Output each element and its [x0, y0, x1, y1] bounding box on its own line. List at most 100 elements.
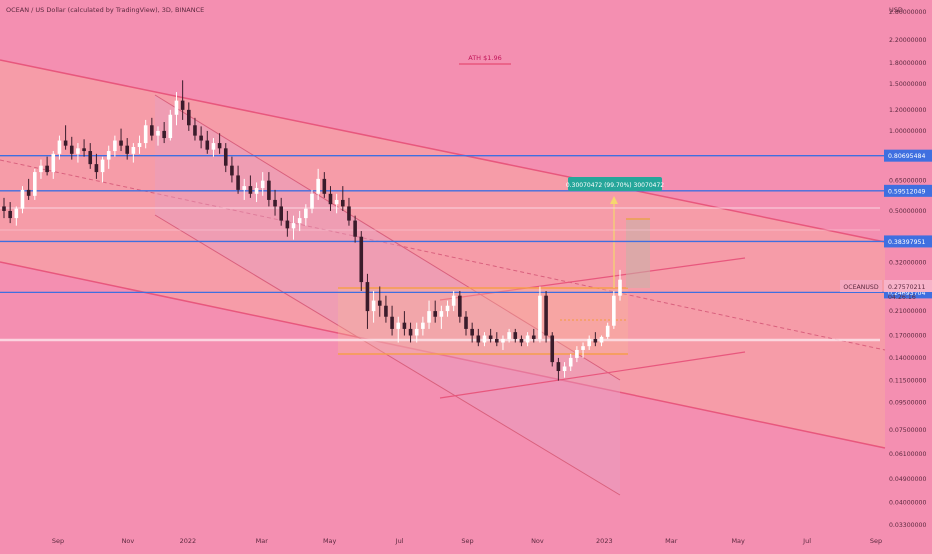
candle-body	[100, 159, 105, 173]
price-tick-label: 2.20000000	[889, 37, 926, 44]
candle-body	[347, 206, 351, 221]
candle-body	[156, 130, 160, 136]
price-axis[interactable]: USD 2.80000000 2.20000000 1.80000000 1.5000…	[889, 6, 926, 529]
price-tick-label: 0.04900000	[889, 476, 926, 483]
candle-body	[199, 135, 203, 141]
candle-body	[106, 151, 111, 160]
candle-body	[119, 140, 123, 146]
candle-body	[310, 193, 314, 209]
candle-body	[211, 143, 216, 150]
candle-body	[495, 338, 499, 343]
candle-body	[550, 335, 555, 363]
candle-body	[285, 220, 290, 229]
candle-body	[328, 193, 333, 205]
level-price-tag	[884, 184, 932, 197]
level-price-tag	[884, 235, 932, 248]
time-tick-label: Sep	[52, 537, 64, 545]
level-price-label: 0.38397951	[888, 239, 925, 246]
candle-body	[88, 151, 93, 165]
price-tick-label: 0.07500000	[889, 427, 926, 434]
candle-body	[260, 180, 265, 188]
target-box	[626, 218, 650, 288]
candle-body	[33, 172, 37, 196]
price-tick-label: 0.21000000	[889, 308, 926, 315]
price-tick-label: 1.00000000	[889, 128, 926, 135]
candle-body	[236, 175, 240, 190]
countdown-label: 04:26:16	[888, 294, 916, 301]
price-tick-label: 0.06100000	[889, 451, 926, 458]
candle-body	[476, 335, 481, 343]
candle-body	[445, 305, 450, 312]
candle-body	[568, 357, 573, 367]
candle-body	[304, 208, 308, 219]
time-tick-label: May	[323, 537, 337, 545]
price-tick-label: 0.17000000	[889, 333, 926, 340]
price-tick-label: 0.09500000	[889, 400, 926, 407]
time-tick-label: May	[731, 537, 745, 545]
range-box	[338, 287, 628, 355]
candle-body	[587, 338, 591, 347]
time-tick-label: Sep	[461, 537, 473, 545]
symbol-tag	[840, 280, 882, 292]
candle-body	[334, 199, 339, 205]
candle-body	[187, 109, 191, 126]
candle-body	[599, 336, 604, 343]
candle-body	[113, 140, 117, 152]
annotations: ATH $1.96 0.30070472 (99.70%) 30070472	[468, 54, 664, 191]
candle-body	[359, 236, 364, 283]
candle-body	[14, 208, 19, 219]
price-tick-label: 0.65000000	[889, 178, 926, 185]
candle-body	[94, 164, 99, 173]
candle-body	[131, 146, 136, 154]
candle-body	[384, 305, 388, 317]
candle-body	[470, 328, 474, 336]
candle-body	[2, 206, 6, 211]
wedge-lower-line	[154, 214, 621, 496]
measure-arrow-head	[610, 196, 618, 204]
candle-body	[402, 322, 407, 329]
chart-title: OCEAN / US Dollar (calculated by Trading…	[6, 6, 204, 14]
candle-body	[618, 279, 622, 296]
triangle-lower-line	[439, 351, 746, 399]
candle-body	[51, 153, 56, 173]
time-tick-label: Jul	[395, 537, 404, 545]
candle-body	[501, 338, 505, 343]
price-tick-label: 1.50000000	[889, 81, 926, 88]
candle-body	[8, 210, 12, 219]
candle-body	[279, 206, 283, 221]
price-tick-label: 0.50000000	[889, 208, 926, 215]
candle-body	[223, 148, 228, 166]
last-price-label: 0.27570211	[888, 284, 925, 291]
candle-body	[150, 125, 154, 136]
descending-channel-fill	[0, 60, 885, 448]
time-axis[interactable]: Sep Nov 2022 Mar May Jul Sep Nov 2023 Mar May Jul Se…	[52, 537, 882, 545]
candle-body	[39, 165, 43, 173]
candle-body	[57, 140, 62, 154]
time-tick-label: 2023	[596, 537, 613, 545]
candle-body	[458, 295, 462, 317]
candle-body	[193, 125, 197, 136]
candle-body	[322, 178, 327, 194]
candle-body	[82, 148, 86, 152]
candle-body	[353, 220, 357, 237]
candle-body	[439, 311, 444, 317]
candle-body	[125, 145, 129, 154]
price-tick-label: 1.20000000	[889, 107, 926, 114]
candle-body	[371, 300, 376, 312]
candle-body	[575, 349, 579, 358]
candle-body	[519, 338, 524, 343]
candle-body	[267, 180, 271, 200]
candle-body	[230, 165, 234, 176]
time-tick-label: Sep	[870, 537, 882, 545]
candle-body	[341, 199, 345, 207]
candle-body	[531, 335, 536, 339]
candle-body	[254, 187, 259, 194]
wedge-fill	[155, 95, 620, 495]
candle-body	[482, 335, 487, 343]
candle-body	[433, 311, 437, 317]
candle-body	[162, 130, 166, 139]
candle-body	[605, 325, 610, 337]
level-price-tag	[884, 149, 932, 162]
